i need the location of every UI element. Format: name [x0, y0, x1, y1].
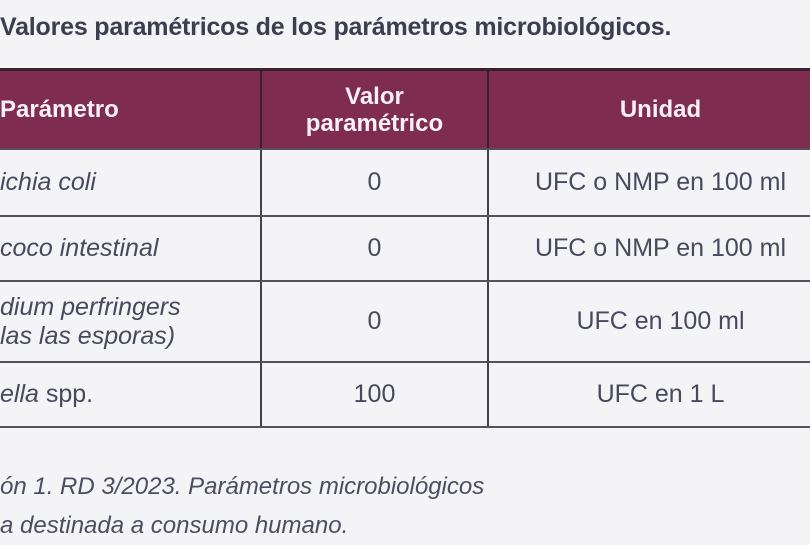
unidad-value: UFC en 1 L	[596, 380, 725, 408]
cell-valor: 0	[260, 150, 487, 215]
cell-unidad: UFC o NMP en 100 ml	[487, 217, 810, 280]
organism-name: coco intestinal	[0, 234, 159, 262]
cell-valor: 0	[260, 217, 487, 280]
header-valor-line2: paramétrico	[305, 109, 444, 137]
table-row: ella spp. 100 UFC en 1 L	[0, 363, 810, 428]
header-parametro: Parámetro	[0, 71, 260, 148]
organism-spp: spp.	[38, 380, 94, 408]
header-valor-parametrico: Valor paramétrico	[260, 71, 487, 148]
table-row: dium perfringers las las esporas) 0 UFC …	[0, 282, 810, 363]
table-row: coco intestinal 0 UFC o NMP en 100 ml	[0, 217, 810, 282]
valor-value: 100	[353, 380, 396, 408]
header-parametro-label: Parámetro	[0, 96, 119, 123]
page-title: Valores paramétricos de los parámetros m…	[0, 13, 672, 41]
unidad-value: UFC o NMP en 100 ml	[534, 168, 786, 196]
cell-parametro: ichia coli	[0, 150, 260, 215]
valor-value: 0	[367, 168, 382, 196]
organism-genus: ella	[0, 380, 39, 408]
organism-name: ichia coli	[0, 168, 96, 196]
valor-value: 0	[367, 307, 382, 335]
caption-line1: ón 1. RD 3/2023. Parámetros microbiológi…	[0, 473, 485, 500]
cell-parametro: dium perfringers las las esporas)	[0, 282, 260, 361]
header-unidad: Unidad	[487, 71, 810, 148]
unidad-value: UFC o NMP en 100 ml	[534, 234, 786, 262]
organism-name-line1: dium perfringers	[0, 292, 181, 321]
caption-line2: a destinada a consumo humano.	[0, 512, 349, 539]
header-unidad-label: Unidad	[619, 96, 702, 123]
organism-name: ella spp.	[0, 380, 93, 409]
cell-parametro: coco intestinal	[0, 217, 260, 280]
cell-unidad: UFC en 100 ml	[487, 282, 810, 361]
cell-unidad: UFC o NMP en 100 ml	[487, 150, 810, 215]
organism-name-line2: las las esporas)	[0, 321, 176, 350]
table-header-row: Parámetro Valor paramétrico Unidad	[0, 68, 810, 150]
table-row: ichia coli 0 UFC o NMP en 100 ml	[0, 150, 810, 217]
cell-valor: 100	[260, 363, 487, 426]
cell-valor: 0	[260, 282, 487, 361]
cell-parametro: ella spp.	[0, 363, 260, 426]
table-caption: ón 1. RD 3/2023. Parámetros microbiológi…	[0, 467, 484, 545]
header-valor-line1: Valor	[345, 82, 404, 110]
valor-value: 0	[367, 234, 382, 262]
unidad-value: UFC en 100 ml	[576, 307, 745, 335]
cell-unidad: UFC en 1 L	[487, 363, 810, 426]
parameters-table: Parámetro Valor paramétrico Unidad ichia…	[0, 68, 810, 428]
